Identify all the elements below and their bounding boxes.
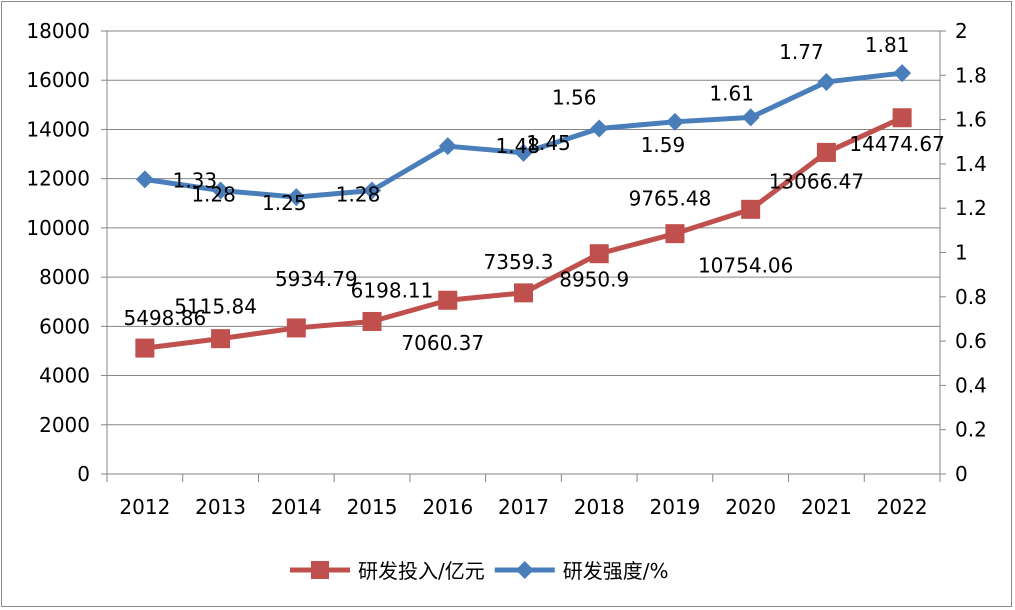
x-tick-label: 2020 xyxy=(725,495,776,519)
legend: 研发投入/亿元 研发强度/% xyxy=(290,559,669,583)
axes: 0 2000 4000 6000 8000 10000 12000 14000 16000 180… xyxy=(26,19,986,519)
legend-marker xyxy=(311,561,329,579)
data-point xyxy=(892,108,912,128)
data-point xyxy=(211,181,230,200)
x-tick-label: 2014 xyxy=(271,495,322,519)
data-label: 1.33 xyxy=(173,168,218,192)
data-label: 14474.67 xyxy=(849,132,944,156)
y-right-tick-label: 1.4 xyxy=(955,152,987,176)
data-label: 1.28 xyxy=(191,182,236,206)
data-point xyxy=(816,142,836,162)
data-label: 1.28 xyxy=(336,182,381,206)
data-point xyxy=(817,72,836,91)
data-label: 6198.11 xyxy=(351,278,434,302)
data-label: 1.77 xyxy=(779,40,824,64)
data-label: 8950.9 xyxy=(559,268,629,292)
y-left-tick-label: 14000 xyxy=(26,117,90,141)
legend-label: 研发投入/亿元 xyxy=(358,559,485,583)
data-point xyxy=(287,188,306,207)
data-point xyxy=(741,108,760,127)
data-point xyxy=(514,143,533,162)
y-right-tick-label: 0.6 xyxy=(955,329,987,353)
data-point xyxy=(741,199,761,219)
y-right-tick-label: 1.2 xyxy=(955,196,987,220)
data-label: 1.45 xyxy=(526,131,571,155)
data-point xyxy=(590,119,609,138)
x-tick-label: 2013 xyxy=(195,495,246,519)
legend-marker xyxy=(515,561,534,579)
data-point xyxy=(362,311,382,331)
data-point xyxy=(589,244,609,264)
data-point xyxy=(135,170,154,189)
data-point xyxy=(438,137,457,156)
data-point xyxy=(286,318,306,338)
data-point xyxy=(514,283,533,303)
y-right-tick-label: 1 xyxy=(955,241,968,265)
y-right-tick-label: 0.8 xyxy=(955,285,987,309)
y-right-tick-label: 2 xyxy=(955,19,968,43)
data-label: 7060.37 xyxy=(401,331,484,355)
gridlines xyxy=(107,30,940,426)
data-label: 1.61 xyxy=(709,81,754,105)
data-point xyxy=(363,181,382,200)
data-point xyxy=(438,290,458,310)
x-tick-label: 2022 xyxy=(877,495,928,519)
data-label: 5115.84 xyxy=(174,295,257,319)
data-label: 13066.47 xyxy=(769,169,864,193)
y-right-tick-label: 0.4 xyxy=(955,373,987,397)
x-tick-label: 2015 xyxy=(347,495,398,519)
data-label: 10754.06 xyxy=(698,253,793,277)
y-left-tick-label: 0 xyxy=(77,462,90,486)
data-point xyxy=(211,329,231,349)
y-right-tick-label: 1.6 xyxy=(955,108,987,132)
y-left-tick-label: 6000 xyxy=(39,314,90,338)
x-tick-label: 2018 xyxy=(574,495,625,519)
x-tick-label: 2012 xyxy=(119,495,170,519)
y-left-tick-label: 12000 xyxy=(26,167,90,191)
data-point xyxy=(665,224,685,244)
data-label: 1.81 xyxy=(865,33,910,57)
data-point xyxy=(135,338,155,358)
data-label: 1.25 xyxy=(262,191,307,215)
data-label: 1.56 xyxy=(552,85,597,109)
series-layer xyxy=(135,64,912,358)
y-left-tick-label: 16000 xyxy=(26,68,90,92)
data-label: 5934.79 xyxy=(275,267,358,291)
legend-label: 研发强度/% xyxy=(563,559,669,583)
data-label: 7359.3 xyxy=(484,250,554,274)
data-point xyxy=(893,64,912,83)
y-left-tick-label: 2000 xyxy=(39,413,90,437)
y-right-tick-label: 0.2 xyxy=(955,418,987,442)
x-tick-label: 2016 xyxy=(422,495,473,519)
data-label: 9765.48 xyxy=(629,187,712,211)
y-left-tick-label: 18000 xyxy=(26,19,90,43)
y-right-tick-label: 0 xyxy=(955,462,968,486)
y-right-tick-label: 1.8 xyxy=(955,63,987,87)
data-label: 1.59 xyxy=(641,133,686,157)
y-left-tick-label: 8000 xyxy=(39,265,90,289)
data-point xyxy=(665,112,684,131)
y-left-tick-label: 10000 xyxy=(26,216,90,240)
data-label: 5498.86 xyxy=(124,306,207,330)
x-tick-label: 2019 xyxy=(650,495,701,519)
data-label: 1.48 xyxy=(496,134,541,158)
x-tick-label: 2021 xyxy=(801,495,852,519)
y-left-tick-label: 4000 xyxy=(39,364,90,388)
x-tick-label: 2017 xyxy=(498,495,549,519)
